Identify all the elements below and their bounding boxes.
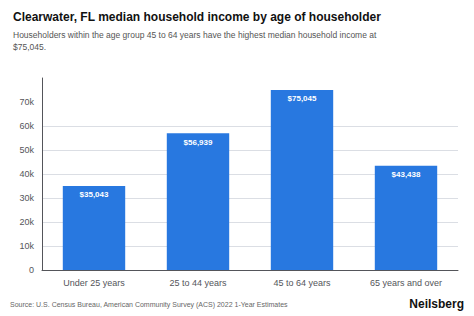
- svg-text:70k: 70k: [19, 97, 34, 107]
- svg-text:25 to 44 years: 25 to 44 years: [169, 278, 227, 288]
- svg-text:Householders within the age gr: Householders within the age group 45 to …: [13, 30, 377, 40]
- svg-text:$75,045.: $75,045.: [13, 42, 46, 52]
- svg-text:Source: U.S. Census Bureau, Am: Source: U.S. Census Bureau, American Com…: [10, 301, 288, 309]
- svg-text:Neilsberg: Neilsberg: [409, 297, 464, 311]
- svg-text:65 years and over: 65 years and over: [370, 278, 442, 288]
- svg-text:$35,043: $35,043: [80, 190, 109, 199]
- svg-text:Under 25 years: Under 25 years: [63, 278, 125, 288]
- svg-text:40k: 40k: [19, 169, 34, 179]
- svg-text:Clearwater, FL median househol: Clearwater, FL median household income b…: [13, 10, 381, 24]
- svg-text:$56,939: $56,939: [184, 138, 213, 147]
- svg-text:50k: 50k: [19, 145, 34, 155]
- svg-text:20k: 20k: [19, 217, 34, 227]
- svg-text:0: 0: [29, 265, 34, 275]
- svg-text:30k: 30k: [19, 193, 34, 203]
- svg-text:$43,438: $43,438: [392, 170, 421, 179]
- svg-text:10k: 10k: [19, 241, 34, 251]
- svg-text:60k: 60k: [19, 121, 34, 131]
- svg-text:$75,045: $75,045: [288, 94, 317, 103]
- svg-text:45 to 64 years: 45 to 64 years: [273, 278, 331, 288]
